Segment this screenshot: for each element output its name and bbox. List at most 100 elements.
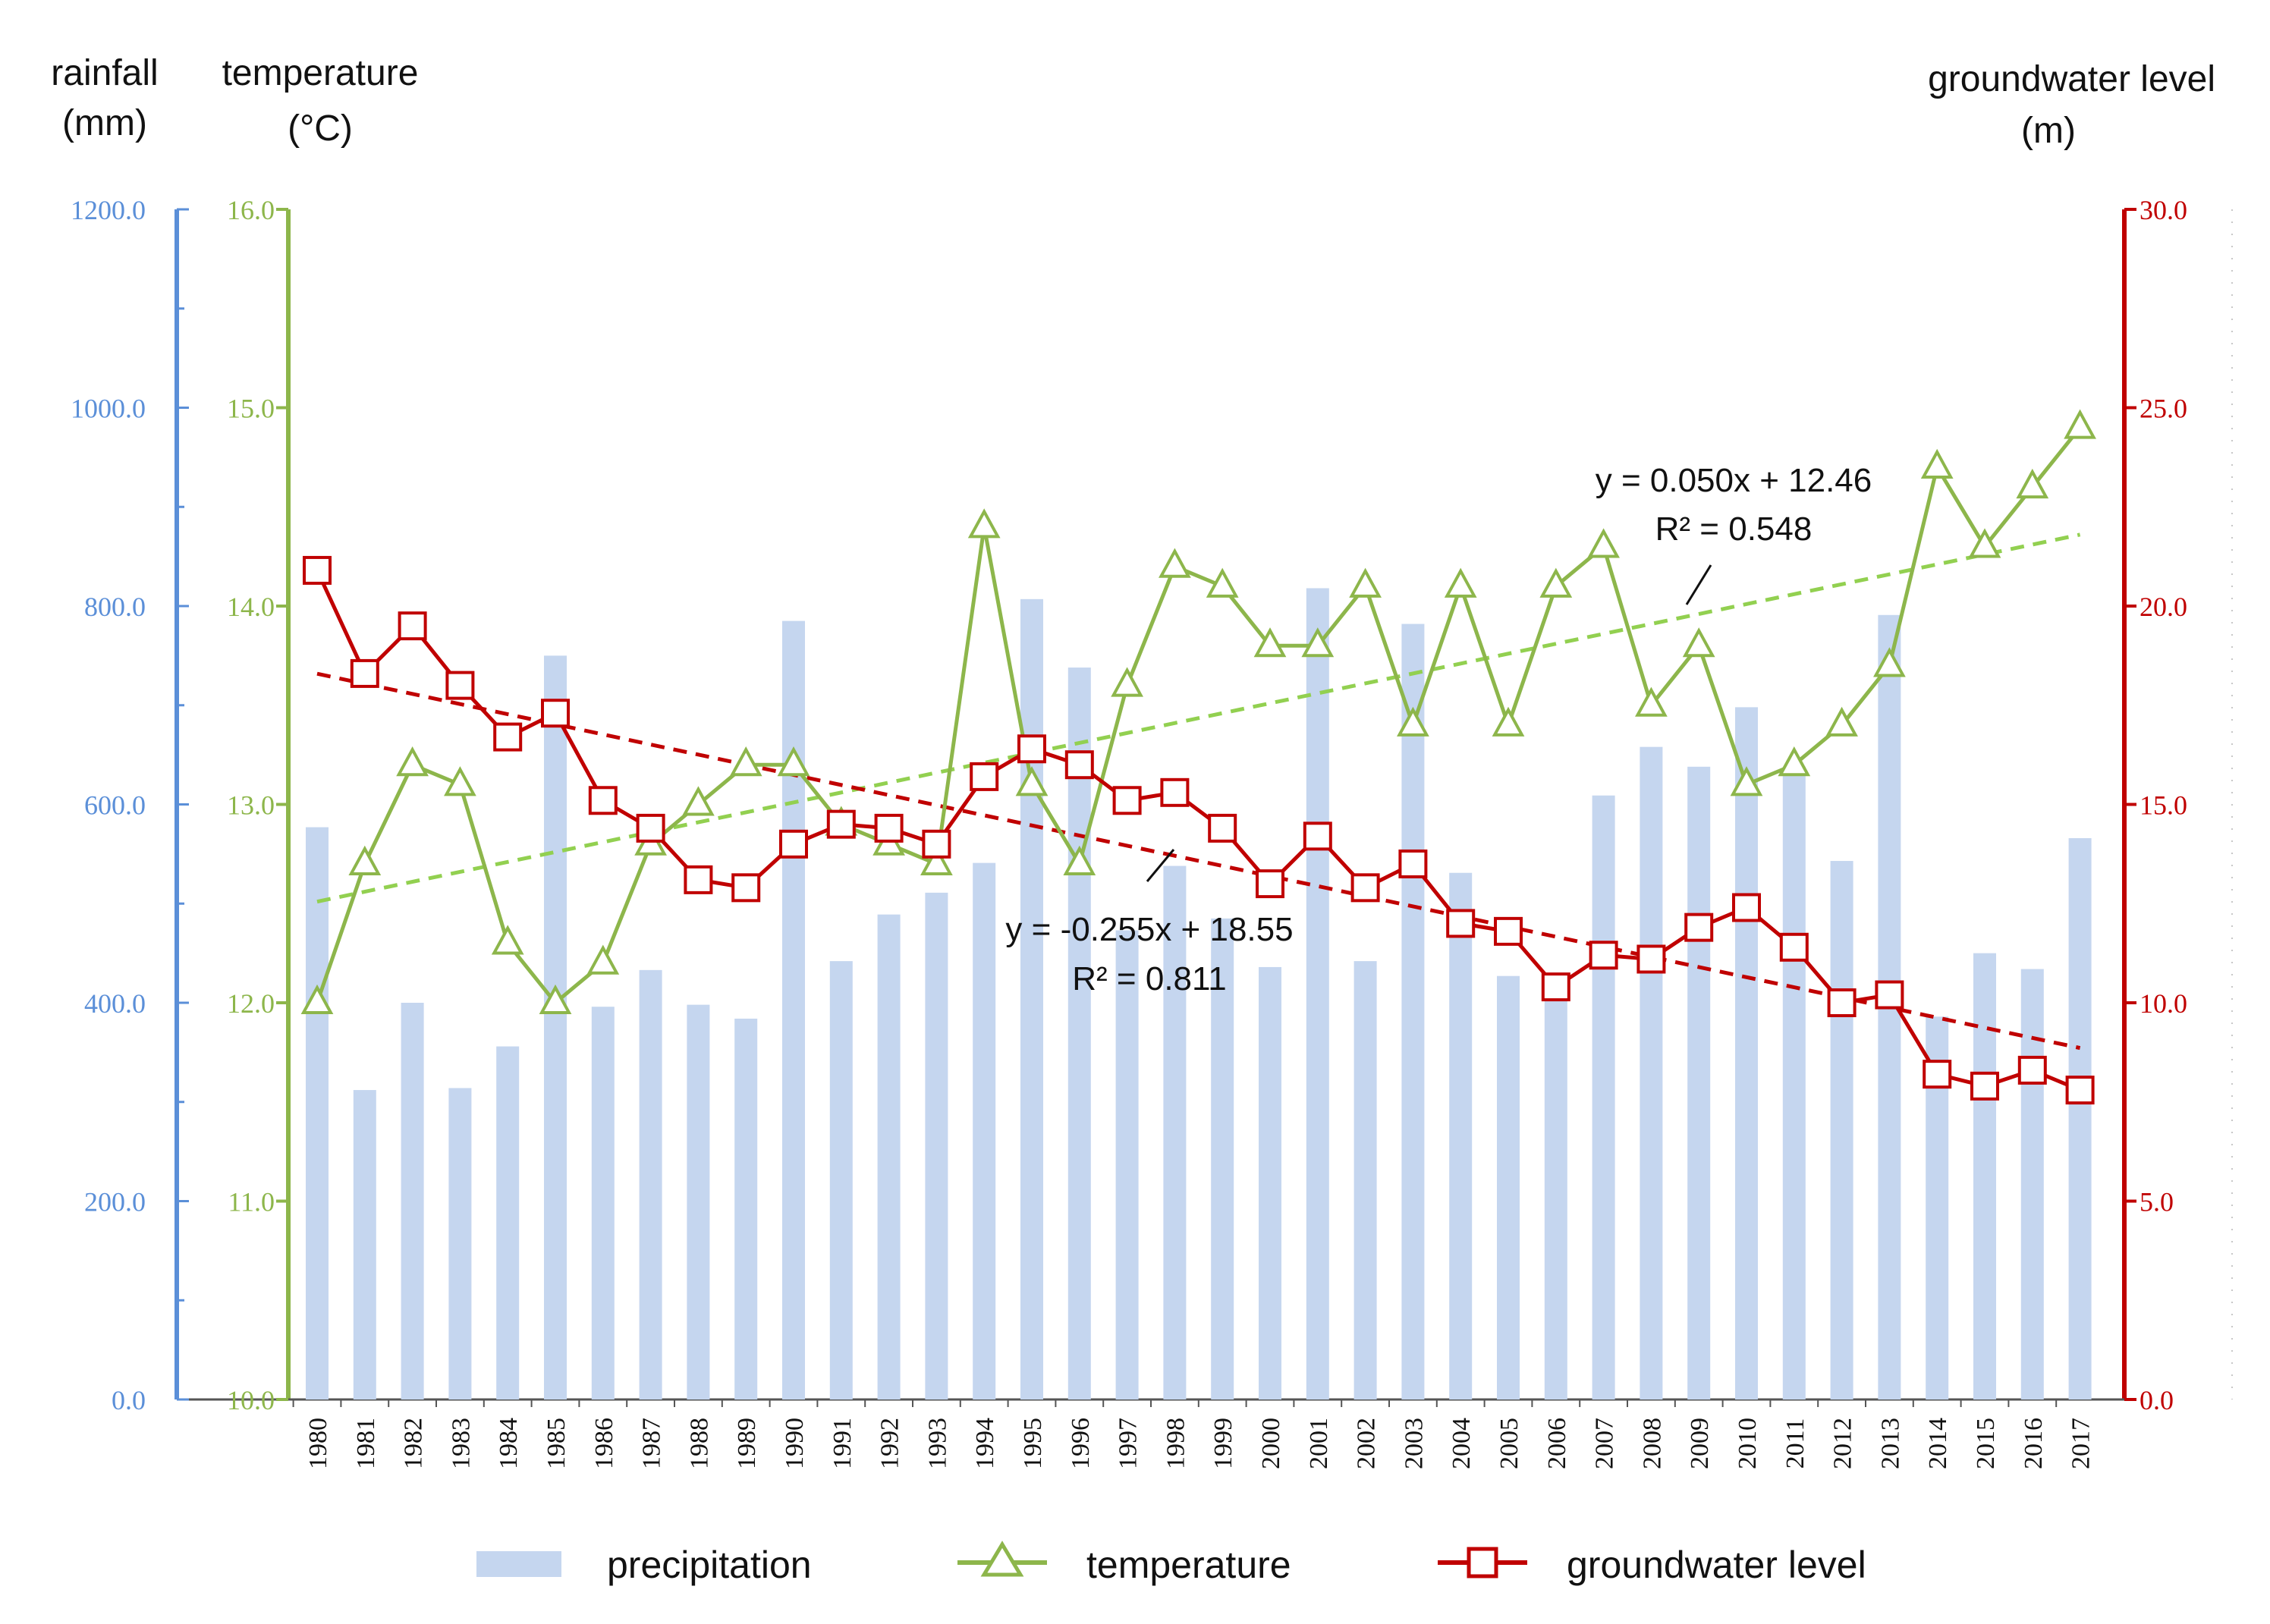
temperature-tick-label: 11.0 — [228, 1187, 275, 1217]
temperature-point-2007 — [1590, 532, 1618, 557]
precipitation-bar-2000 — [1259, 967, 1281, 1399]
precipitation-bar-1990 — [782, 621, 805, 1399]
precipitation-bar-2008 — [1640, 747, 1662, 1399]
groundwater-point-1999 — [1209, 815, 1235, 841]
temperature-trendline — [317, 535, 2080, 902]
groundwater-point-1996 — [1067, 752, 1093, 777]
temperature-point-1998 — [1161, 551, 1188, 576]
precipitation-bar-1994 — [973, 863, 995, 1399]
rainfall-tick-label: 800.0 — [84, 592, 146, 622]
groundwater-point-1992 — [876, 815, 902, 841]
groundwater-point-1989 — [733, 875, 759, 900]
x-tick-label-2013: 2013 — [1876, 1418, 1904, 1469]
x-tick-label-1989: 1989 — [733, 1418, 761, 1469]
precipitation-bar-2017 — [2069, 838, 2092, 1399]
groundwater-point-1980 — [304, 558, 330, 583]
temperature-tick-label: 14.0 — [227, 592, 275, 622]
x-tick-label-1990: 1990 — [781, 1418, 809, 1469]
groundwater-tick-label: 15.0 — [2140, 790, 2187, 821]
precipitation-bar-1986 — [592, 1007, 615, 1399]
x-tick-label-2017: 2017 — [2067, 1418, 2096, 1469]
groundwater-point-2002 — [1353, 875, 1379, 900]
groundwater-point-1987 — [638, 815, 664, 841]
groundwater-point-1988 — [685, 867, 711, 893]
x-tick-label-1999: 1999 — [1209, 1418, 1237, 1469]
x-tick-label-1992: 1992 — [876, 1418, 904, 1469]
legend-precipitation-swatch — [476, 1551, 561, 1577]
x-tick-label-2011: 2011 — [1781, 1418, 1809, 1469]
rainfall-axis-title: rainfall — [51, 53, 158, 93]
legend-groundwater-label: groundwater level — [1567, 1544, 1866, 1586]
legend-temperature-label: temperature — [1086, 1544, 1291, 1586]
groundwater-point-2006 — [1543, 974, 1569, 1000]
precipitation-bar-1987 — [640, 970, 662, 1399]
rainfall-tick-label: 200.0 — [84, 1187, 146, 1217]
precipitation-bar-1982 — [401, 1003, 424, 1399]
precipitation-bar-1981 — [354, 1090, 376, 1399]
x-tick-label-1998: 1998 — [1162, 1418, 1190, 1469]
precipitation-bar-1989 — [734, 1019, 757, 1399]
legend-temperature-marker — [984, 1544, 1020, 1575]
precipitation-bar-2004 — [1449, 873, 1472, 1399]
groundwater-point-2016 — [2020, 1057, 2045, 1083]
groundwater-point-2013 — [1876, 982, 1902, 1008]
x-tick-label-2006: 2006 — [1543, 1418, 1571, 1469]
temperature-point-1988 — [684, 790, 712, 815]
x-tick-label-2008: 2008 — [1638, 1418, 1666, 1469]
x-tick-label-1984: 1984 — [495, 1418, 523, 1469]
groundwater-point-2017 — [2067, 1077, 2093, 1103]
groundwater-point-2014 — [1924, 1061, 1950, 1087]
temperature-trend-equation: y = 0.050x + 12.46 — [1596, 462, 1872, 499]
x-tick-label-1994: 1994 — [971, 1418, 999, 1469]
x-tick-label-1991: 1991 — [828, 1418, 857, 1469]
rainfall-axis-unit: (mm) — [62, 103, 147, 143]
groundwater-point-1998 — [1162, 780, 1187, 806]
series-markers — [303, 413, 2094, 1103]
groundwater-line — [317, 570, 2080, 1090]
x-tick-label-1986: 1986 — [590, 1418, 618, 1469]
groundwater-point-1997 — [1115, 787, 1140, 813]
chart: rainfall (mm) temperature (°C) groundwat… — [0, 0, 2270, 1624]
x-tick-label-1996: 1996 — [1067, 1418, 1095, 1469]
precipitation-bar-1984 — [496, 1047, 519, 1399]
x-tick-label-2001: 2001 — [1305, 1418, 1333, 1469]
groundwater-point-2001 — [1305, 823, 1331, 849]
groundwater-axis-title: groundwater level — [1928, 59, 2215, 99]
x-tick-label-2016: 2016 — [2020, 1418, 2048, 1469]
temperature-point-2006 — [1542, 571, 1570, 596]
precipitation-bar-1985 — [544, 655, 567, 1399]
temperature-tick-label: 13.0 — [227, 790, 275, 821]
groundwater-point-2004 — [1448, 910, 1473, 936]
x-tick-label-1983: 1983 — [447, 1418, 475, 1469]
x-tick-label-1980: 1980 — [304, 1418, 332, 1469]
precipitation-bar-2016 — [2021, 969, 2044, 1399]
x-tick-label-2015: 2015 — [1972, 1418, 2000, 1469]
x-tick-label-2007: 2007 — [1591, 1418, 1619, 1469]
precipitation-bar-2011 — [1783, 767, 1806, 1399]
rainfall-tick-label: 0.0 — [112, 1385, 146, 1415]
x-tick-label-2002: 2002 — [1353, 1418, 1381, 1469]
x-tick-label-1981: 1981 — [352, 1418, 380, 1469]
precipitation-bar-2009 — [1687, 767, 1710, 1399]
x-tick-label-1987: 1987 — [638, 1418, 666, 1469]
groundwater-point-1982 — [400, 613, 426, 639]
groundwater-tick-label: 30.0 — [2140, 195, 2187, 225]
temperature-tick-label: 15.0 — [227, 394, 275, 424]
temperature-point-1994 — [970, 511, 998, 536]
precipitation-bar-1980 — [306, 828, 329, 1399]
precipitation-bar-2002 — [1354, 961, 1377, 1399]
groundwater-point-2015 — [1972, 1073, 1998, 1099]
groundwater-tick-label: 5.0 — [2140, 1187, 2174, 1217]
x-tick-label-1995: 1995 — [1019, 1418, 1047, 1469]
precipitation-bar-2007 — [1592, 796, 1615, 1399]
x-tick-label-1997: 1997 — [1115, 1418, 1143, 1469]
x-tick-label-2012: 2012 — [1829, 1418, 1857, 1469]
groundwater-point-2009 — [1686, 915, 1712, 941]
temperature-point-2017 — [2067, 413, 2094, 438]
x-tick-label-2004: 2004 — [1448, 1418, 1476, 1469]
temperature-point-2004 — [1447, 571, 1474, 596]
precipitation-bar-2015 — [1973, 953, 1996, 1399]
rainfall-tick-label: 1000.0 — [71, 394, 146, 424]
rainfall-tick-label: 400.0 — [84, 988, 146, 1019]
legend-groundwater-marker — [1469, 1549, 1496, 1576]
